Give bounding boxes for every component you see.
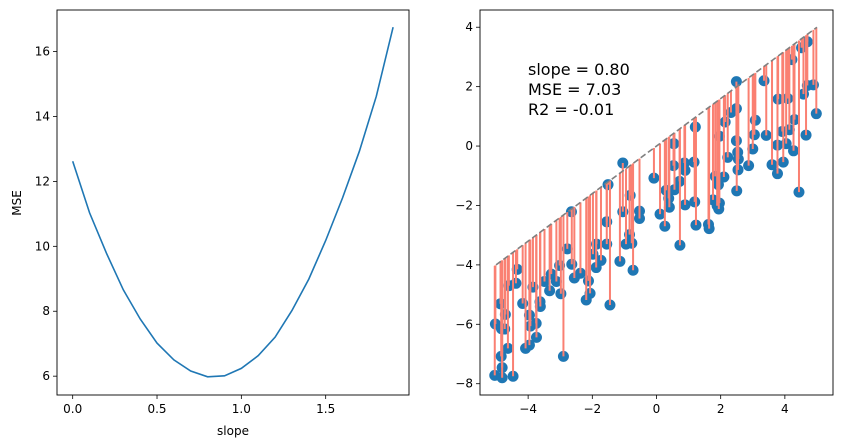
x-tick-label: 2 bbox=[717, 402, 725, 416]
x-tick-label: 4 bbox=[781, 402, 789, 416]
y-tick-label: 16 bbox=[35, 45, 50, 59]
y-tick-label: 6 bbox=[42, 369, 50, 383]
x-tick-label: 0.0 bbox=[63, 402, 82, 416]
y-tick-label: 0 bbox=[465, 139, 473, 153]
y-tick-label: −4 bbox=[455, 258, 473, 272]
x-tick-label: 0.5 bbox=[147, 402, 166, 416]
x-axis-label: slope bbox=[217, 424, 249, 438]
y-tick-label: −6 bbox=[455, 317, 473, 331]
residual-lines bbox=[493, 27, 818, 378]
fit-line bbox=[495, 26, 818, 266]
x-tick-label: −2 bbox=[583, 402, 601, 416]
y-tick-label: −2 bbox=[455, 198, 473, 212]
annotation-mse: MSE = 7.03 bbox=[528, 80, 621, 99]
annotation-r2: R2 = -0.01 bbox=[528, 100, 614, 119]
axes-frame bbox=[56, 9, 410, 396]
annotation-slope: slope = 0.80 bbox=[528, 60, 630, 79]
y-tick-label: 12 bbox=[35, 174, 50, 188]
y-tick-label: 4 bbox=[465, 20, 473, 34]
x-tick-label: 1.5 bbox=[316, 402, 335, 416]
y-tick-label: 10 bbox=[35, 239, 50, 253]
y-tick-label: 14 bbox=[35, 109, 50, 123]
y-tick-label: 2 bbox=[465, 80, 473, 94]
mse-vs-slope-axes: 0.0 0.5 1.0 1.5 6 8 10 12 14 16 slope MSE bbox=[10, 9, 410, 438]
y-tick-label: −8 bbox=[455, 377, 473, 391]
x-tick-label: 0 bbox=[653, 402, 661, 416]
y-axis-label: MSE bbox=[10, 190, 24, 216]
mse-curve bbox=[71, 27, 394, 378]
x-tick-label: 1.0 bbox=[232, 402, 251, 416]
y-tick-label: 8 bbox=[42, 304, 50, 318]
residual-scatter-axes: −4 −2 0 2 4 −8 −6 −4 −2 0 2 4 slope = 0.80 MSE = 7.… bbox=[455, 9, 834, 416]
x-tick-label: −4 bbox=[519, 402, 537, 416]
